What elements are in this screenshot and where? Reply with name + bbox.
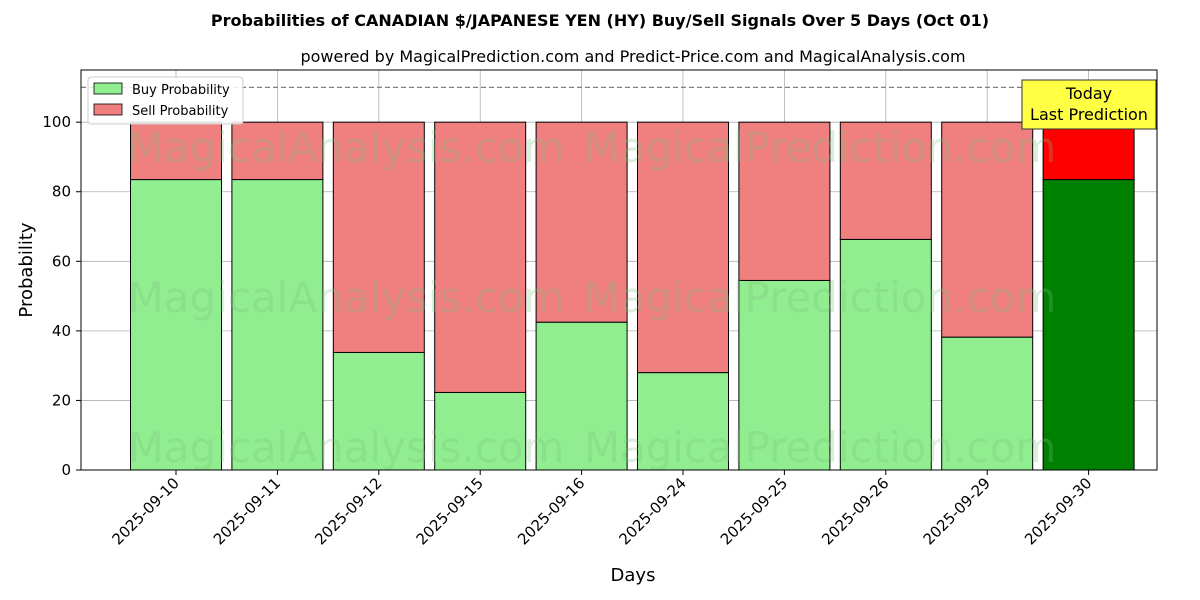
x-tick-label: 2025-09-12	[311, 474, 385, 548]
sell-bar	[535, 121, 628, 323]
annotation-box	[1021, 79, 1157, 130]
watermark-text: MagicalAnalysis.com	[128, 123, 565, 172]
chart-title: Probabilities of CANADIAN $/JAPANESE YEN…	[211, 11, 989, 30]
watermark-text: MagicalAnalysis.com	[128, 423, 565, 472]
legend-sell-label: Sell Probability	[132, 104, 229, 119]
legend-buy-swatch	[93, 82, 123, 95]
y-tick-label: 20	[52, 391, 71, 409]
sell-bar	[434, 121, 527, 393]
legend: Buy Probability Sell Probability	[87, 76, 244, 125]
chart-subtitle: powered by MagicalPrediction.com and Pre…	[300, 47, 965, 66]
x-tick-label: 2025-09-11	[210, 474, 284, 548]
buy-bar	[839, 238, 932, 471]
today-annotation: Today Last Prediction	[1021, 79, 1157, 130]
bars	[130, 121, 1135, 471]
legend-box	[87, 76, 244, 125]
buy-bar	[941, 336, 1034, 471]
sell-bar	[1042, 121, 1135, 181]
x-tick-label: 2025-09-10	[108, 474, 182, 548]
annotation-line2: Last Prediction	[1030, 105, 1148, 124]
buy-bar	[535, 321, 628, 471]
sell-bar	[332, 121, 425, 353]
y-tick-label: 80	[52, 183, 71, 201]
legend-sell-swatch	[93, 103, 123, 116]
sell-bar	[738, 121, 831, 281]
watermark-text: MagicalPrediction.com	[584, 273, 1057, 322]
buy-bar	[738, 279, 831, 471]
watermark-text: MagicalPrediction.com	[584, 123, 1057, 172]
x-tick-label: 2025-09-30	[1021, 474, 1095, 548]
sell-bar	[941, 121, 1034, 338]
buy-bar	[332, 351, 425, 471]
buy-bar	[130, 179, 222, 471]
sell-bar	[130, 121, 222, 181]
watermarks: MagicalAnalysis.com MagicalPrediction.com…	[128, 123, 1057, 472]
buy-bar	[1042, 179, 1135, 471]
y-tick-label: 0	[61, 461, 71, 479]
sell-bar	[839, 121, 932, 240]
buy-bar	[637, 372, 729, 471]
y-tick-label: 100	[42, 113, 71, 131]
y-tick-label: 60	[52, 252, 71, 270]
sell-bar	[231, 121, 324, 181]
x-tick-label: 2025-09-16	[514, 474, 588, 548]
watermark-text: MagicalAnalysis.com	[128, 273, 565, 322]
legend-buy-label: Buy Probability	[132, 83, 230, 98]
x-tick-label: 2025-09-15	[413, 474, 487, 548]
plot-frame	[80, 69, 1158, 471]
watermark-text: MagicalPrediction.com	[584, 423, 1057, 472]
x-axis-label: Days	[611, 565, 656, 586]
y-axis-label: Probability	[16, 222, 37, 317]
x-tick-label: 2025-09-24	[615, 474, 689, 548]
x-tick-label: 2025-09-25	[717, 474, 791, 548]
x-tick-label: 2025-09-26	[818, 474, 892, 548]
annotation-line1: Today	[1065, 84, 1112, 103]
sell-bar	[637, 121, 729, 374]
y-tick-label: 40	[52, 322, 71, 340]
x-tick-label: 2025-09-29	[920, 474, 994, 548]
